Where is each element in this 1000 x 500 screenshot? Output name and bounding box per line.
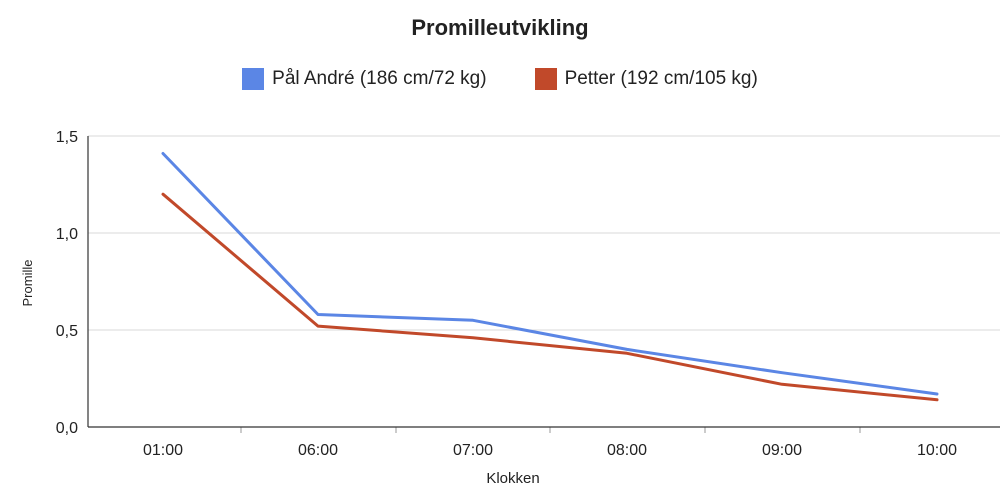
chart-title: Promilleutvikling xyxy=(411,15,589,40)
data-point-1 xyxy=(626,352,628,354)
legend: Pål André (186 cm/72 kg) Petter (192 cm/… xyxy=(0,68,1000,90)
data-point-0 xyxy=(317,313,319,315)
y-axis-title: Promille xyxy=(20,260,35,307)
x-tick-label: 08:00 xyxy=(607,442,647,459)
y-tick-label: 0,0 xyxy=(56,420,78,437)
x-axis-title: Klokken xyxy=(486,470,539,487)
y-tick-label: 1,5 xyxy=(56,129,78,146)
legend-item-petter: Petter (192 cm/105 kg) xyxy=(534,68,758,90)
data-point-1 xyxy=(472,337,474,339)
x-tick-label: 09:00 xyxy=(762,442,802,459)
data-point-0 xyxy=(781,372,783,374)
legend-label-petter: Petter (192 cm/105 kg) xyxy=(564,68,758,89)
series-line-1 xyxy=(161,192,939,402)
data-point-1 xyxy=(781,383,783,385)
data-point-1 xyxy=(162,193,164,195)
data-point-1 xyxy=(317,325,319,327)
series-line-0 xyxy=(161,152,939,396)
data-point-0 xyxy=(472,319,474,321)
x-tick-label: 10:00 xyxy=(917,442,957,459)
x-tick-label: 07:00 xyxy=(453,442,493,459)
y-tick-label: 0,5 xyxy=(56,323,78,340)
data-point-0 xyxy=(936,393,938,395)
x-tick-label: 06:00 xyxy=(298,442,338,459)
data-point-0 xyxy=(626,348,628,350)
data-point-1 xyxy=(936,399,938,401)
data-point-0 xyxy=(162,152,164,154)
legend-swatch-pal-andre xyxy=(242,68,265,90)
x-tick-label: 01:00 xyxy=(143,442,183,459)
legend-label-pal-andre: Pål André (186 cm/72 kg) xyxy=(272,68,487,89)
y-tick-label: 1,0 xyxy=(56,226,78,243)
legend-item-pal-andre: Pål André (186 cm/72 kg) xyxy=(242,68,487,90)
legend-swatch-petter xyxy=(534,68,557,90)
